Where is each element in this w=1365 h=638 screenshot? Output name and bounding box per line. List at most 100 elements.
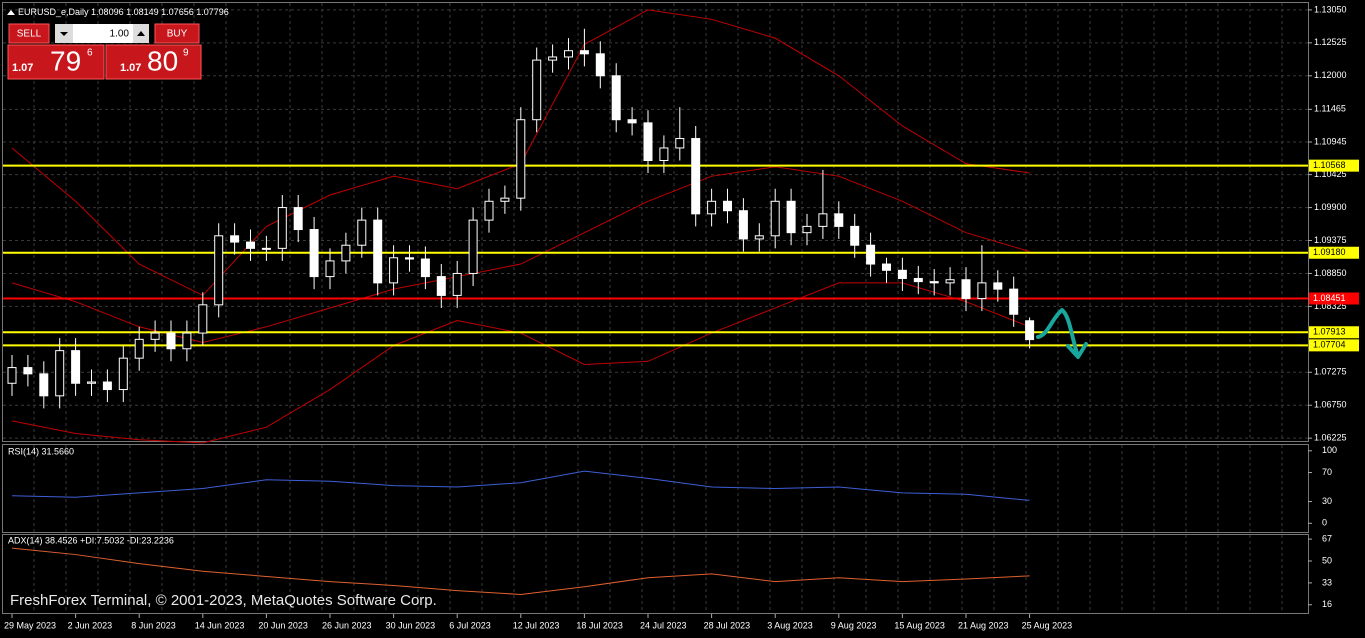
y-tick-label: 1.06225 xyxy=(1314,433,1347,443)
open: 1.08096 xyxy=(91,7,124,17)
y-tick-label: 1.13050 xyxy=(1314,4,1347,14)
candle-body xyxy=(150,332,160,340)
candle-body xyxy=(405,257,414,260)
candle-body xyxy=(389,257,399,284)
x-tick-label: 21 Aug 2023 xyxy=(958,620,1009,630)
sell-label: SELL xyxy=(17,29,42,40)
bollinger-band xyxy=(11,166,1030,343)
bid-big: 1.07 xyxy=(12,62,33,74)
bid-pips: 79 xyxy=(50,45,81,76)
candle-body xyxy=(166,332,176,350)
lot-input[interactable] xyxy=(73,24,133,43)
bid-frac: 6 xyxy=(87,48,93,59)
y-tick-label: 70 xyxy=(1322,467,1332,477)
candle-body xyxy=(834,213,844,227)
x-tick-label: 9 Aug 2023 xyxy=(831,620,877,630)
low: 1.07656 xyxy=(161,7,194,17)
candle-body xyxy=(659,147,669,162)
level-label: 1.09180 xyxy=(1313,247,1346,257)
buy-button[interactable] xyxy=(154,23,200,44)
adx-label: ADX(14) 38.4526 +DI:7.5032 -DI:23.2236 xyxy=(8,535,174,545)
candle-body xyxy=(707,200,717,215)
candle-body xyxy=(277,207,287,249)
candle-body xyxy=(770,200,780,237)
candle-body xyxy=(102,381,112,391)
x-tick-label: 24 Jul 2023 xyxy=(640,620,687,630)
ask-pips: 80 xyxy=(147,45,178,76)
candle-body xyxy=(818,213,828,227)
x-tick-label: 25 Aug 2023 xyxy=(1022,620,1073,630)
rsi-line xyxy=(11,470,1030,501)
ask-box[interactable] xyxy=(105,44,202,80)
x-tick-label: 2 Jun 2023 xyxy=(68,620,113,630)
candle-body xyxy=(882,263,891,271)
candle-body xyxy=(579,50,589,55)
candle-body xyxy=(261,247,271,250)
y-tick-label: 67 xyxy=(1322,533,1332,543)
x-tick-label: 6 Jul 2023 xyxy=(449,620,491,630)
collapse-icon[interactable] xyxy=(7,10,15,15)
y-tick-label: 16 xyxy=(1322,599,1332,609)
candle-body xyxy=(643,122,653,162)
candle-body xyxy=(87,381,96,384)
candle-body xyxy=(961,279,971,300)
spinner-arrow xyxy=(137,31,145,36)
high: 1.08149 xyxy=(126,7,159,17)
ask-frac: 9 xyxy=(183,48,189,59)
candle-body xyxy=(754,235,764,240)
level-tag xyxy=(1309,292,1359,305)
adx-panel: ADX(14) 38.4526 +DI:7.5032 -DI:23.2236 6… xyxy=(8,533,1332,609)
x-tick-label: 12 Jul 2023 xyxy=(513,620,560,630)
x-tick-label: 26 Jun 2023 xyxy=(322,620,372,630)
candle-body xyxy=(500,197,510,202)
candle-body xyxy=(548,56,558,61)
candle-body xyxy=(118,357,128,391)
candle-body xyxy=(738,210,748,240)
x-tick-label: 29 May 2023 xyxy=(4,620,56,630)
candle-body xyxy=(945,279,955,284)
candle-body xyxy=(484,200,494,221)
y-tick-label: 1.08850 xyxy=(1314,268,1347,278)
candle-body xyxy=(293,207,303,231)
y-tick-label: 1.08325 xyxy=(1314,301,1347,311)
candle-body xyxy=(39,373,49,397)
x-tick-label: 15 Aug 2023 xyxy=(894,620,945,630)
candle-body xyxy=(55,350,65,397)
candle-body xyxy=(850,225,860,246)
y-tick-label: 1.11465 xyxy=(1314,104,1346,114)
candle-body xyxy=(309,229,319,278)
dropdown-arrow xyxy=(60,32,68,36)
level-tag xyxy=(1309,326,1359,339)
candle-body xyxy=(436,276,446,296)
level-label: 1.07704 xyxy=(1313,340,1346,350)
y-tick-label: 1.07275 xyxy=(1314,367,1347,377)
y-tick-label: 1.09900 xyxy=(1314,202,1347,212)
candle-body xyxy=(627,119,637,124)
y-tick-label: 1.06750 xyxy=(1314,400,1347,410)
candle-body xyxy=(246,241,255,249)
frames xyxy=(2,2,1309,614)
candle-body xyxy=(1025,320,1035,341)
bid-box[interactable] xyxy=(7,44,105,80)
sell-button[interactable] xyxy=(8,23,50,44)
watermark: FreshForex Terminal, © 2001-2023, MetaQu… xyxy=(10,592,437,609)
candle-body xyxy=(993,282,1003,290)
close: 1.07796 xyxy=(196,7,229,17)
candle-body xyxy=(802,225,812,234)
rsi-frame xyxy=(2,444,1309,533)
candle-body xyxy=(611,75,621,121)
x-tick-label: 28 Jul 2023 xyxy=(704,620,751,630)
y-tick-label: 1.10945 xyxy=(1314,136,1347,146)
candle-body xyxy=(134,338,144,359)
level-tag xyxy=(1309,246,1359,259)
rsi-label: RSI(14) 31.5660 xyxy=(8,446,74,456)
x-tick-label: 14 Jun 2023 xyxy=(195,620,245,630)
candle-body xyxy=(198,304,208,334)
level-tag xyxy=(1309,339,1359,352)
x-tick-label: 8 Jun 2023 xyxy=(131,620,176,630)
candle-body xyxy=(357,219,367,246)
y-tick-label: 1.12000 xyxy=(1314,70,1347,80)
y-tick-label: 100 xyxy=(1322,445,1337,455)
date-axis: 29 May 2023 2 Jun 2023 8 Jun 2023 14 Jun 20… xyxy=(4,614,1072,630)
